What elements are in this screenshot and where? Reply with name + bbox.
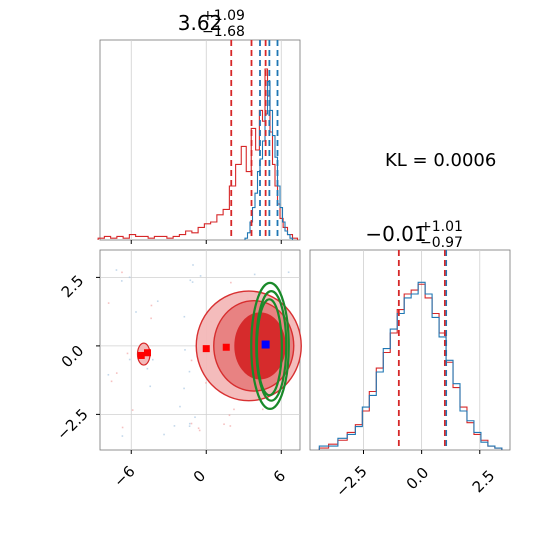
sample-point: [146, 367, 149, 370]
param2-x-ticks: −2.5 0.0 2.5: [332, 462, 498, 500]
sample-point: [287, 271, 290, 274]
y-tick-label: 0.0: [58, 342, 88, 372]
x-tick-label: 6: [270, 467, 289, 486]
sample-point: [223, 423, 225, 426]
sample-point: [188, 425, 191, 427]
sample-point: [110, 380, 113, 383]
sample-point: [190, 422, 193, 425]
x-tick-label: −2.5: [332, 462, 370, 500]
sample-point: [253, 273, 256, 276]
sample-point: [121, 426, 124, 429]
marginal-histogram-param1: [97, 39, 301, 244]
x-tick-label: 0.0: [403, 464, 433, 494]
sample-point: [135, 311, 137, 313]
sample-point: [194, 416, 196, 419]
sample-point: [192, 264, 194, 266]
sample-point: [126, 352, 129, 355]
title-param2-value: −0.01: [365, 222, 426, 246]
sample-point: [128, 276, 131, 279]
sample-point: [189, 279, 192, 282]
sample-point: [156, 300, 159, 303]
sample-point: [179, 405, 181, 408]
sample-point: [121, 435, 124, 437]
sample-point: [183, 387, 185, 390]
sample-point: [120, 280, 123, 282]
sample-point: [107, 302, 110, 304]
sample-point: [183, 315, 186, 318]
sample-point: [188, 370, 191, 373]
title-param2-plus: +1.01: [420, 219, 463, 235]
panel-frame-top: [99, 39, 301, 241]
sample-point: [151, 358, 154, 361]
y-tick-label: −2.5: [53, 405, 91, 443]
sample-point: [149, 385, 152, 388]
red-marker: [144, 349, 151, 357]
sample-point: [205, 382, 207, 384]
sample-point: [150, 317, 152, 320]
sample-point: [128, 358, 131, 361]
green-confidence-ellipse: [255, 298, 283, 397]
sample-point: [184, 349, 186, 351]
sample-point: [198, 429, 201, 432]
title-param1-value: 3.62: [178, 11, 223, 35]
sample-point: [163, 433, 165, 436]
sample-point: [121, 271, 123, 274]
sample-point: [131, 409, 134, 411]
title-param1-plus: +1.09: [202, 8, 245, 24]
title-param2: −0.01: [365, 222, 426, 246]
title-param1-minus: −1.68: [202, 24, 245, 40]
marginal-histogram-param2: [309, 249, 511, 454]
sample-point: [191, 281, 194, 283]
histogram-series: [318, 281, 503, 450]
sample-point: [188, 422, 191, 425]
sample-point: [229, 425, 232, 427]
green-confidence-ellipse: [250, 281, 290, 411]
red-marker: [202, 345, 210, 353]
sample-point: [190, 359, 193, 362]
title-param1: 3.62: [178, 11, 223, 35]
x-tick-label: −6: [110, 462, 138, 490]
blue-marker: [261, 340, 270, 349]
red-marker: [137, 351, 145, 359]
sample-point: [228, 414, 231, 417]
sample-point: [107, 373, 110, 376]
red-marker: [222, 343, 230, 351]
panel-frame-right: [309, 249, 511, 451]
joint-distribution-panel: [96, 249, 302, 454]
sample-point: [197, 427, 200, 430]
sample-point: [115, 372, 118, 374]
density-contour: [234, 312, 286, 380]
sample-point: [115, 269, 118, 271]
sample-point: [173, 425, 176, 427]
kl-label: KL = 0.0006: [385, 150, 496, 171]
sample-point: [230, 281, 232, 284]
y-tick-label: 2.5: [58, 272, 88, 302]
x-tick-label: 0: [190, 467, 209, 486]
sample-point: [150, 304, 153, 307]
sample-point: [261, 408, 264, 411]
histogram-series: [97, 68, 299, 240]
title-param2-minus: −0.97: [420, 235, 463, 251]
sample-point: [199, 275, 202, 277]
x-tick-label: 2.5: [469, 467, 499, 497]
joint-y-ticks: 2.5 0.0 −2.5: [53, 272, 91, 444]
joint-x-ticks: −6 0 6: [110, 462, 289, 490]
sample-point: [233, 408, 235, 411]
